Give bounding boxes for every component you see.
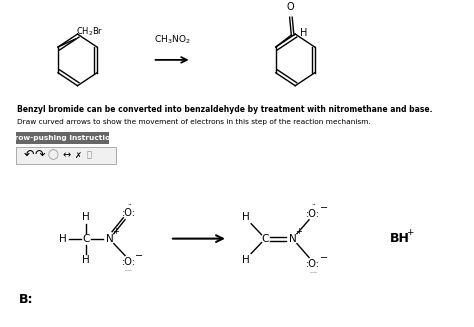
Text: H: H [59,233,67,244]
Text: ⬜: ⬜ [87,151,92,160]
Text: Benzyl bromide can be converted into benzaldehyde by treatment with nitromethane: Benzyl bromide can be converted into ben… [17,105,432,113]
Text: Arrow-pushing Instructions: Arrow-pushing Instructions [5,135,120,141]
Text: N: N [106,233,113,244]
Text: C: C [261,233,269,244]
Text: −: − [319,253,328,264]
Text: :O:: :O: [306,259,320,269]
Text: :O:: :O: [306,209,320,219]
Text: ✗: ✗ [74,151,81,160]
Text: ··: ·· [127,202,132,208]
Text: :O:: :O: [121,257,136,267]
Text: ····: ···· [125,268,132,273]
Text: −: − [135,250,143,261]
Text: CH$_2$Br: CH$_2$Br [76,26,104,38]
Text: +: + [295,227,302,236]
Text: ↶: ↶ [24,149,34,162]
FancyBboxPatch shape [16,132,109,144]
Text: ····: ···· [310,270,318,275]
Text: H: H [242,212,250,222]
Text: +: + [406,228,413,237]
Text: :O:: :O: [121,208,136,218]
Text: H: H [82,212,90,222]
Text: CH$_3$NO$_2$: CH$_3$NO$_2$ [154,33,191,46]
Text: Draw curved arrows to show the movement of electrons in this step of the reactio: Draw curved arrows to show the movement … [17,119,371,126]
Text: C: C [82,233,90,244]
Text: ↷: ↷ [34,149,45,162]
Text: −: − [319,203,328,213]
Text: BH: BH [390,232,410,245]
Text: O: O [287,2,294,12]
Text: H: H [82,255,90,266]
Text: H: H [300,28,307,38]
FancyBboxPatch shape [16,147,116,164]
Text: ↔: ↔ [62,150,70,160]
Text: H: H [242,255,250,266]
Text: N: N [289,233,297,244]
Text: +: + [112,227,119,236]
Text: B:: B: [19,293,33,306]
Text: ◯: ◯ [48,150,59,161]
Text: ··: ·· [311,202,316,208]
